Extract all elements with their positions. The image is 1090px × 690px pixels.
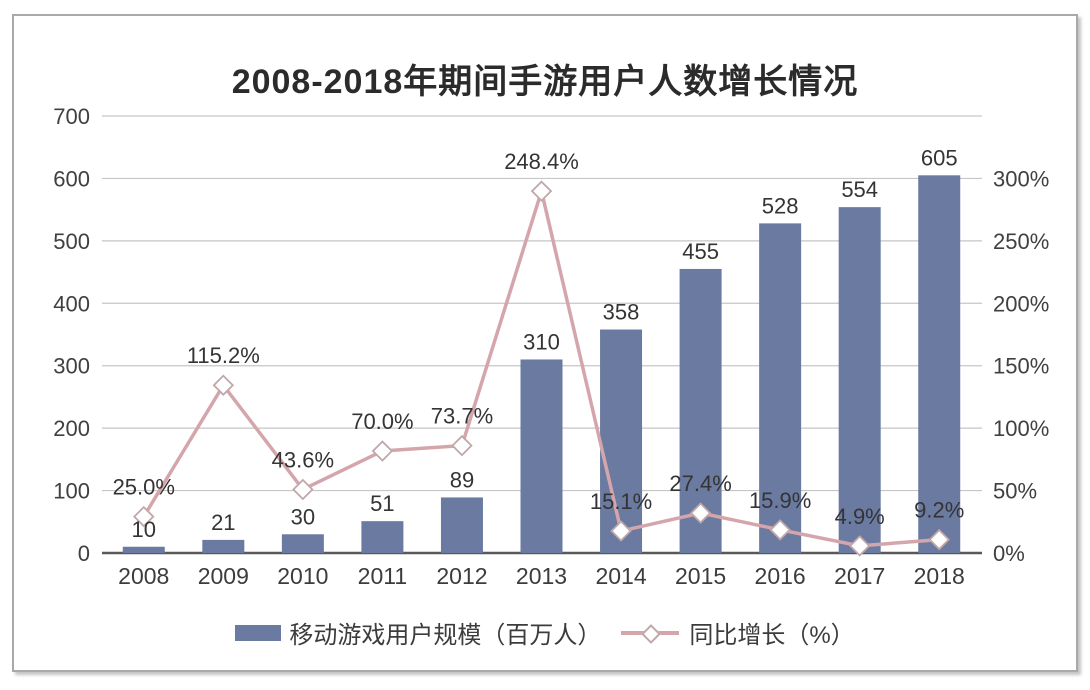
bar-value-label-2018: 605 [921,145,958,170]
bar-2013 [520,359,563,553]
right-axis-tick-label: 0% [993,541,1025,566]
diamond-marker-2011 [371,440,394,462]
bar-2009 [202,539,245,553]
diamond-marker-2016 [769,519,791,541]
bar-2008 [122,546,165,553]
chart-title: 2008-2018年期间手游用户人数增长情况 [231,63,859,101]
legend: 移动游戏用户规模（百万人） 同比增长（%） [14,615,1076,650]
bar-value-label-2010: 30 [291,504,315,529]
diamond-marker-2009 [212,374,235,396]
right-axis-tick-label: 100% [993,416,1049,441]
bar-value-label-2013: 310 [523,329,560,354]
bar-value-label-2012: 89 [450,467,474,492]
legend-bar-swatch-icon [235,624,282,641]
x-axis-label-2011: 2011 [358,563,407,589]
growth-value-label-2013: 248.4% [504,149,579,174]
bar-value-label-2011: 51 [370,491,394,516]
bar-value-label-2016: 528 [762,193,799,218]
growth-value-label-2014: 15.1% [590,489,652,514]
bar-2016 [759,223,802,553]
bar-value-label-2015: 455 [682,239,719,264]
growth-value-label-2015: 27.4% [669,471,731,496]
bar-value-label-2008: 10 [132,517,156,542]
left-axis-tick-label: 600 [53,166,90,191]
growth-value-label-2016: 15.9% [749,488,811,513]
right-axis-tick-label: 200% [993,291,1049,316]
x-axis-label-2014: 2014 [595,563,646,589]
bar-2017 [838,207,881,553]
plot-area: 0 0% 100 50% 200 100% 300 150% 400 200% 500 250% 600… [53,104,1049,589]
legend-diamond-marker-icon [641,623,662,644]
growth-value-label-2010: 43.6% [272,447,334,472]
diamond-marker-2008 [133,505,155,528]
growth-value-label-2011: 70.0% [351,409,413,434]
bar-value-label-2009: 21 [211,510,235,535]
legend-line-swatch-icon [621,623,680,644]
right-axis-tick-label: 50% [993,479,1037,504]
diamond-marker-2014 [610,520,632,542]
x-axis-label-2017: 2017 [834,563,885,589]
bar-2014 [600,329,643,553]
growth-value-label-2018: 9.2% [914,498,964,523]
bar-2011 [361,521,404,553]
bar-2010 [281,534,324,553]
left-axis-tick-label: 100 [53,479,90,504]
growth-value-label-2012: 73.7% [431,404,493,429]
x-axis-label-2012: 2012 [436,563,487,589]
diamond-marker-2017 [848,535,871,557]
x-axis-label-2015: 2015 [675,563,726,589]
legend-line-series-label: 同比增长（%） [689,622,855,649]
x-axis-label-2018: 2018 [914,563,965,589]
diamond-marker-2012 [451,434,473,457]
bar-value-label-2017: 554 [841,177,878,202]
x-axis-label-2010: 2010 [277,563,328,589]
right-axis-tick-label: 150% [993,354,1049,379]
diamond-marker-2015 [689,502,712,524]
diamond-marker-2013 [530,180,553,202]
bar-2012 [440,497,483,553]
bar-2018 [918,175,961,554]
legend-bar-series-label: 移动游戏用户规模（百万人） [289,622,602,649]
bar-value-label-2014: 358 [603,300,640,325]
left-axis-tick-label: 200 [53,416,90,441]
right-axis-tick-label: 250% [993,229,1049,254]
x-axis-label-2008: 2008 [118,563,169,589]
diamond-marker-2010 [292,478,314,501]
chart-frame: 2008-2018年期间手游用户人数增长情况 0 0% 100 50% 200 100% 3… [12,14,1078,672]
diamond-marker-2018 [928,528,950,551]
right-axis-tick-label: 300% [993,166,1049,191]
growth-value-label-2008: 25.0% [113,475,175,500]
growth-value-label-2017: 4.9% [835,504,885,529]
x-axis-label-2009: 2009 [198,563,249,589]
left-axis-tick-label: 300 [53,354,90,379]
x-axis-label-2016: 2016 [755,563,806,589]
growth-value-label-2009: 115.2% [187,343,260,368]
left-axis-tick-label: 700 [53,104,90,129]
left-axis-tick-label: 400 [53,291,90,316]
x-axis-label-2013: 2013 [516,563,567,589]
left-axis-tick-label: 0 [78,541,90,566]
left-axis-tick-label: 500 [53,229,90,254]
